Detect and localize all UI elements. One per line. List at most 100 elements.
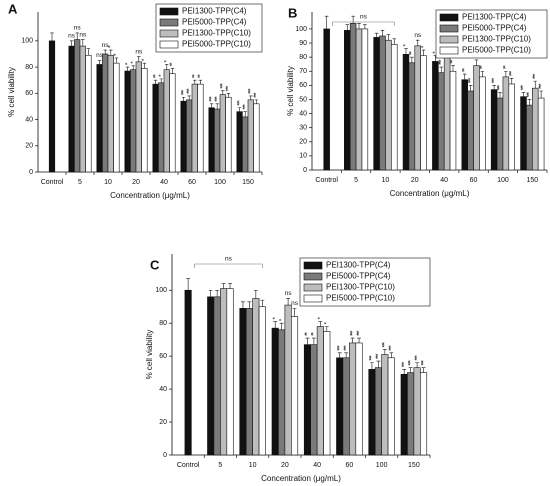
- legend-swatch: [439, 24, 459, 33]
- bar: [258, 306, 266, 456]
- bar: [219, 94, 226, 173]
- error-bar: [415, 39, 420, 46]
- error-bar: [345, 24, 350, 31]
- error-bar: [187, 95, 191, 100]
- y-axis-title: % cell viability: [145, 330, 154, 380]
- legend-swatch: [303, 272, 323, 281]
- significance-label: *: [324, 321, 331, 324]
- x-tick-label: Control: [177, 462, 200, 469]
- error-bar: [97, 60, 102, 65]
- error-bar: [357, 337, 361, 343]
- y-tick-label: 30: [299, 125, 307, 132]
- error-bar: [404, 48, 408, 55]
- bar: [373, 37, 380, 171]
- error-bar: [350, 337, 355, 343]
- bracket: [332, 21, 395, 26]
- y-axis-title: % cell viability: [7, 67, 16, 117]
- error-bar: [408, 367, 413, 373]
- error-bar: [170, 68, 175, 74]
- significance-label: ***: [180, 89, 187, 95]
- significance-label: ***: [526, 91, 533, 97]
- bar: [414, 45, 421, 171]
- error-bar: [392, 38, 397, 45]
- error-bar: [273, 321, 278, 329]
- bar: [207, 296, 215, 456]
- bar: [400, 373, 408, 456]
- significance-label: ***: [208, 96, 215, 102]
- legend-swatch: [303, 283, 323, 292]
- y-tick-label: 0: [303, 167, 307, 174]
- significance-label: ***: [186, 88, 193, 94]
- error-bar: [410, 56, 414, 63]
- x-tick-label: 20: [132, 179, 140, 186]
- bar: [391, 44, 398, 171]
- error-bar: [137, 56, 141, 62]
- significance-label: ***: [491, 77, 498, 83]
- bar: [532, 87, 539, 171]
- bar: [467, 90, 474, 171]
- y-tick-label: 100: [21, 38, 33, 45]
- bar: [225, 96, 232, 173]
- bar: [113, 62, 120, 173]
- error-bar: [254, 99, 259, 104]
- significance-label: **: [479, 65, 486, 70]
- y-tick-label: 60: [25, 90, 33, 97]
- bar: [496, 97, 504, 171]
- error-bar: [292, 308, 297, 317]
- error-bar: [208, 289, 213, 297]
- bar: [79, 45, 86, 173]
- bar: [449, 70, 457, 171]
- significance-label: ***: [248, 88, 255, 94]
- bar: [184, 289, 192, 456]
- x-tick-label: 60: [188, 179, 196, 186]
- error-bar: [439, 66, 444, 73]
- bar: [242, 116, 249, 173]
- error-bar: [337, 352, 342, 358]
- significance-label: *: [403, 44, 410, 47]
- error-bar: [159, 78, 163, 83]
- legend-label: PEI1300-TPP(C4): [326, 261, 391, 270]
- legend-label: PEI5000-TPP(C10): [462, 46, 531, 55]
- significance-label: *: [278, 318, 285, 321]
- significance-label: ns: [291, 300, 299, 307]
- significance-label: **: [311, 331, 318, 336]
- bar: [420, 372, 428, 456]
- x-axis-title: Concentration (μg/mL): [390, 189, 470, 198]
- error-bar: [527, 99, 532, 106]
- significance-label: ***: [343, 345, 350, 351]
- bar: [438, 72, 445, 171]
- error-bar: [462, 73, 467, 80]
- bar: [245, 308, 253, 456]
- significance-label: **: [152, 74, 159, 79]
- bar: [526, 104, 533, 171]
- bar: [186, 99, 193, 173]
- error-bar: [521, 92, 526, 97]
- bar: [349, 342, 357, 456]
- bar: [336, 357, 344, 456]
- x-tick-label: 60: [345, 462, 353, 469]
- error-bar: [386, 34, 391, 41]
- bar: [443, 56, 451, 171]
- bar: [107, 54, 114, 173]
- significance-label: ***: [253, 92, 260, 98]
- x-tick-label: 10: [104, 179, 112, 186]
- y-tick-label: 80: [159, 320, 167, 327]
- x-tick-label: 20: [411, 177, 419, 184]
- legend-label: PEI1300-TPP(C4): [462, 13, 527, 22]
- error-bar: [474, 59, 479, 66]
- legend-label: PEI5000-TPP(C4): [182, 18, 247, 27]
- legend-swatch: [159, 29, 179, 38]
- bar: [316, 326, 324, 456]
- y-tick-label: 0: [29, 169, 33, 176]
- error-bar: [415, 362, 420, 368]
- error-bar: [533, 80, 538, 89]
- bar: [226, 288, 234, 456]
- x-tick-label: 150: [526, 177, 538, 184]
- significance-label: *: [432, 51, 439, 54]
- significance-label: ***: [532, 73, 539, 79]
- error-bar: [142, 62, 147, 69]
- bar: [152, 83, 159, 173]
- error-bar: [539, 90, 543, 99]
- x-tick-label: 150: [242, 179, 254, 186]
- y-tick-label: 80: [299, 54, 307, 61]
